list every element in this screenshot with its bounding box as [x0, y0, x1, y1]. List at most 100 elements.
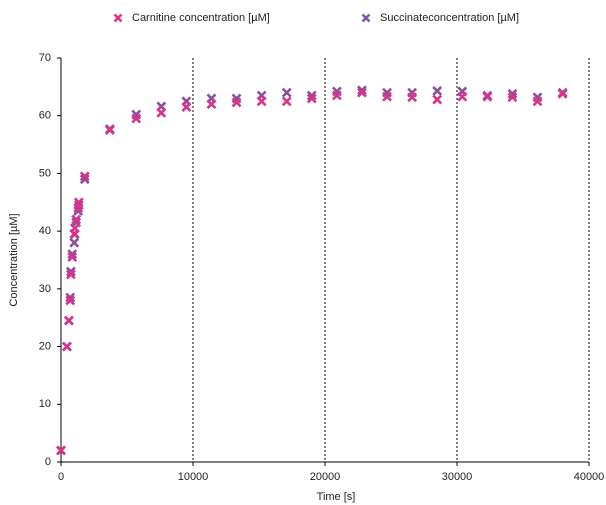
marker-stroke	[56, 445, 66, 456]
point	[131, 113, 142, 124]
marker-stroke	[507, 88, 518, 99]
legend-marker	[361, 13, 371, 23]
legend-marker	[113, 13, 123, 23]
point	[104, 125, 115, 136]
marker-stroke	[64, 315, 74, 326]
point	[281, 96, 292, 107]
point	[65, 295, 76, 306]
marker-stroke	[79, 171, 90, 182]
point	[65, 269, 76, 280]
marker-stroke	[306, 93, 317, 104]
x-tick-label: 30000	[442, 471, 473, 483]
marker-stroke	[357, 87, 367, 98]
point	[306, 93, 317, 104]
marker-stroke	[331, 90, 342, 101]
y-tick-label: 50	[39, 167, 51, 179]
point	[64, 315, 74, 326]
y-tick-label: 40	[39, 225, 51, 237]
marker-stroke	[67, 249, 78, 260]
marker-stroke	[306, 90, 317, 101]
marker-stroke	[206, 99, 217, 110]
point	[65, 292, 76, 303]
marker-stroke	[131, 113, 142, 124]
marker-stroke	[104, 125, 115, 136]
x-tick-label: 0	[58, 471, 64, 483]
point	[65, 266, 76, 277]
point	[306, 90, 317, 101]
marker-stroke	[457, 91, 468, 102]
marker-stroke	[507, 92, 518, 103]
point	[56, 445, 66, 456]
marker-stroke	[281, 96, 292, 107]
point	[69, 223, 80, 234]
marker-stroke	[69, 223, 80, 234]
y-tick-label: 30	[39, 283, 51, 295]
point	[432, 94, 443, 105]
point	[457, 91, 468, 102]
marker-stroke	[181, 102, 192, 112]
x-axis-label: Time [s]	[317, 491, 356, 503]
marker-stroke	[557, 88, 568, 99]
point	[71, 214, 82, 225]
point	[407, 92, 418, 103]
point	[507, 92, 518, 103]
point	[67, 249, 78, 260]
marker-stroke	[65, 266, 76, 277]
point	[231, 97, 242, 108]
y-tick-label: 0	[45, 456, 51, 468]
point	[432, 85, 443, 96]
point	[482, 91, 493, 102]
marker-stroke	[407, 92, 418, 103]
point	[357, 87, 367, 98]
marker-stroke	[532, 96, 543, 107]
x-tick-label: 10000	[178, 471, 209, 483]
point	[62, 341, 72, 352]
point	[67, 252, 78, 263]
point	[507, 88, 518, 99]
marker-stroke	[62, 341, 72, 352]
y-tick-label: 70	[39, 52, 51, 64]
point	[73, 197, 84, 208]
point	[557, 88, 568, 99]
point	[69, 237, 80, 248]
legend-label: Carnitine concentration [µM]	[132, 12, 270, 24]
marker-stroke	[256, 96, 267, 107]
marker-stroke	[65, 269, 76, 280]
marker-stroke	[281, 87, 292, 98]
marker-stroke	[432, 94, 443, 105]
point	[79, 174, 90, 185]
x-tick-label: 20000	[310, 471, 341, 483]
point	[181, 102, 192, 112]
y-tick-label: 20	[39, 340, 51, 352]
point	[206, 99, 217, 110]
marker-stroke	[79, 174, 90, 185]
point	[256, 96, 267, 107]
marker-stroke	[113, 13, 123, 23]
point	[281, 87, 292, 98]
marker-stroke	[69, 237, 80, 248]
marker-stroke	[382, 91, 392, 102]
y-tick-label: 60	[39, 110, 51, 122]
marker-stroke	[361, 13, 371, 23]
marker-stroke	[156, 107, 167, 118]
point	[331, 90, 342, 101]
marker-stroke	[231, 97, 242, 108]
x-tick-label: 40000	[574, 471, 605, 483]
point	[532, 96, 543, 107]
point	[382, 91, 392, 102]
marker-stroke	[357, 85, 367, 96]
point	[79, 171, 90, 182]
y-axis-label: Concentration [µM]	[8, 213, 20, 306]
marker-stroke	[71, 214, 82, 225]
marker-stroke	[73, 197, 84, 208]
marker-stroke	[65, 292, 76, 303]
marker-stroke	[65, 295, 76, 306]
marker-stroke	[67, 252, 78, 263]
marker-stroke	[482, 91, 493, 102]
y-tick-label: 10	[39, 398, 51, 410]
point	[357, 85, 367, 96]
point	[156, 107, 167, 118]
legend-label: Succinateconcentration [µM]	[380, 12, 519, 24]
marker-stroke	[432, 85, 443, 96]
